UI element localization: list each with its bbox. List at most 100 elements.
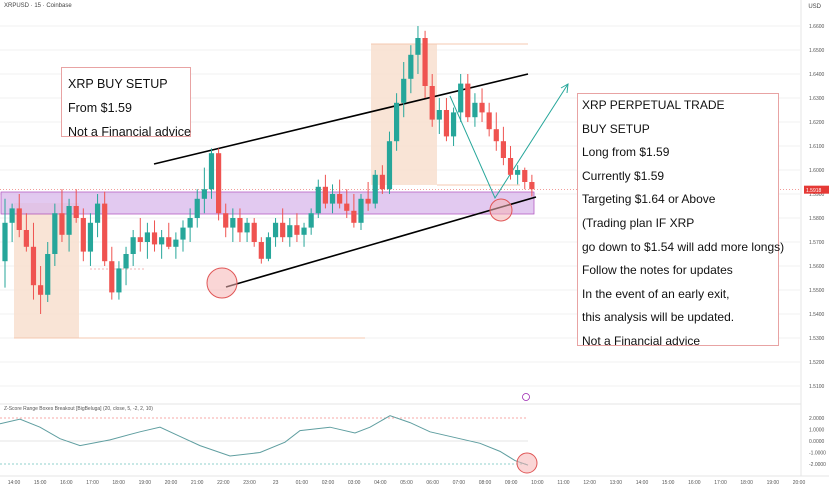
price-tick-label: 1.5600 <box>809 264 825 270</box>
current-price-badge <box>804 185 829 194</box>
candle-body <box>280 222 286 238</box>
candle-body <box>479 102 485 113</box>
note-line: Not a Financial advice <box>582 333 701 348</box>
time-tick-label: 20:00 <box>793 480 806 486</box>
candle-body <box>116 268 122 293</box>
candle-body <box>522 170 528 182</box>
candle-body <box>244 222 250 233</box>
buy-zone <box>0 191 535 215</box>
candle-body <box>337 194 343 204</box>
note-line: (Trading plan IF XRP <box>582 215 695 230</box>
candle-body <box>180 227 186 240</box>
candle-body <box>38 285 44 295</box>
candle-body <box>187 218 193 228</box>
price-tick-label: 1.6100 <box>809 144 825 150</box>
channel-bottom-line <box>225 196 537 288</box>
zscore-line <box>0 415 529 466</box>
price-tick-label: 1.6400 <box>809 72 825 78</box>
price-tick-label: 1.5900 <box>809 192 825 198</box>
candle-body <box>208 153 215 190</box>
candle-body <box>408 54 414 79</box>
price-tick-label: 1.6000 <box>809 168 825 174</box>
entry-circle <box>206 267 238 299</box>
candle-body <box>223 213 229 228</box>
time-tick-label: 07:00 <box>453 480 466 486</box>
price-tick-label: 1.5300 <box>809 336 825 342</box>
candle-body <box>52 213 58 254</box>
alert-icon <box>522 393 530 401</box>
candle-body <box>258 242 264 259</box>
candle-body <box>365 198 371 204</box>
candle-body <box>401 78 407 103</box>
price-tick-label: 1.6300 <box>809 96 825 102</box>
candle-body <box>472 102 478 118</box>
candle-body <box>45 254 51 295</box>
perpetual-trade-note: XRP PERPETUAL TRADE BUY SETUP Long from … <box>577 93 784 348</box>
candle-body <box>500 141 506 158</box>
candle-body <box>308 213 314 228</box>
candle-body <box>144 232 150 242</box>
time-tick-label: 22:00 <box>217 480 230 486</box>
time-tick-label: 14:00 <box>636 480 649 486</box>
candle-body <box>465 83 471 118</box>
candle-body <box>123 254 129 269</box>
candle-body <box>415 38 421 55</box>
note-line: Follow the notes for updates <box>582 263 733 278</box>
note-line: XRP PERPETUAL TRADE <box>582 98 725 112</box>
buy-setup-note: XRP BUY SETUP From $1.59 Not a Financial… <box>61 67 191 139</box>
candle-body <box>322 186 328 204</box>
target-arrow <box>449 83 569 200</box>
candle-body <box>73 206 79 218</box>
candle-body <box>237 218 243 233</box>
candle-body <box>109 261 115 293</box>
candle-body <box>422 38 428 86</box>
time-axis: 14:00 15:00 16:00 17:00 18:00 19:00 20:00 21:00… <box>0 475 829 486</box>
time-tick-label: 15:00 <box>662 480 675 486</box>
price-tick-label: 1.5100 <box>809 384 825 390</box>
candle-body <box>272 222 279 238</box>
time-tick-label: 09:00 <box>505 480 518 486</box>
candle-body <box>436 110 442 120</box>
candle-body <box>386 141 393 190</box>
arrow-head <box>560 83 569 94</box>
note-line: XRP BUY SETUP <box>68 77 168 91</box>
indicator-tick-label: -2.0000 <box>809 462 826 468</box>
zscore-circle <box>516 452 538 474</box>
time-tick-label: 16:00 <box>60 480 73 486</box>
candle-body <box>315 186 321 214</box>
time-tick-label: 05:00 <box>400 480 413 486</box>
note-line: Currently $1.59 <box>582 168 665 183</box>
candle-body <box>372 174 378 204</box>
time-tick-label: 04:00 <box>374 480 387 486</box>
candle-body <box>102 203 108 262</box>
annotations <box>206 198 530 401</box>
candle-body <box>507 158 514 175</box>
channel-top-line <box>153 73 529 165</box>
price-axis: 1.6600 1.6500 1.6400 1.6300 1.6200 1.6100 1.60… <box>800 0 829 476</box>
note-line: From $1.59 <box>68 101 132 115</box>
candle-body <box>351 210 357 223</box>
candle-body <box>201 189 207 199</box>
indicator-tick-label: 1.0000 <box>809 428 825 434</box>
note-line: In the event of an early exit, <box>582 286 730 301</box>
candle-body <box>379 174 385 190</box>
note-line: Not a Financial advice <box>68 125 191 139</box>
candle-body <box>166 237 172 247</box>
time-tick-label: 19:00 <box>139 480 152 486</box>
note-line: Long from $1.59 <box>582 145 670 160</box>
candle-body <box>486 112 492 130</box>
time-tick-label: 02:00 <box>322 480 335 486</box>
price-tick-label: 1.5700 <box>809 240 825 246</box>
candle-body <box>251 222 257 242</box>
time-tick-label: 19:00 <box>767 480 780 486</box>
candle-body <box>173 239 179 247</box>
time-tick-label: 16:00 <box>688 480 701 486</box>
time-tick-label: 17:00 <box>86 480 99 486</box>
note-line: this analysis will be updated. <box>582 310 735 325</box>
current-circle <box>489 198 513 222</box>
time-tick-label: 13:00 <box>610 480 623 486</box>
candle-body <box>294 225 300 235</box>
candle-body <box>159 237 165 245</box>
candle-body <box>94 203 101 223</box>
